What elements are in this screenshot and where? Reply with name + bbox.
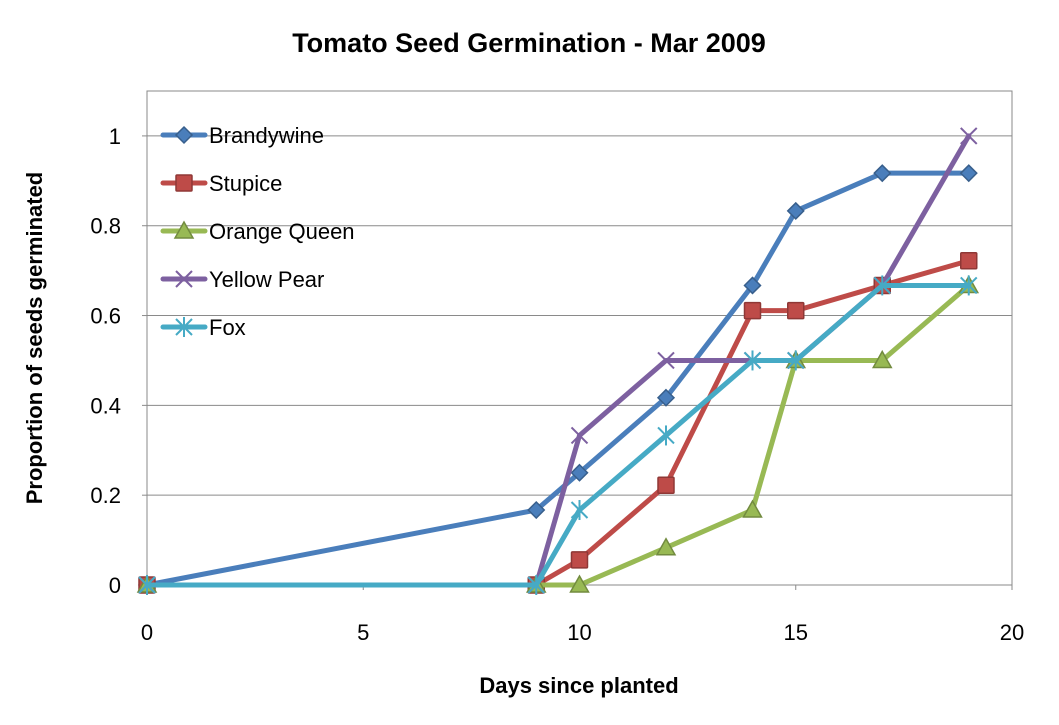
x-axis-label: Days since planted — [479, 673, 678, 698]
series-stupice — [138, 252, 978, 594]
y-tick-label: 0 — [109, 573, 121, 598]
series-brandywine — [137, 164, 978, 595]
data-point-fox — [527, 575, 545, 595]
data-point-yellow-pear — [657, 351, 675, 370]
data-point-orange-queen — [569, 574, 590, 593]
legend-label-brandywine: Brandywine — [209, 123, 324, 148]
data-point-fox — [570, 500, 589, 521]
diamond-marker — [656, 388, 676, 407]
data-point-orange-queen — [871, 349, 893, 369]
diamond-marker — [570, 463, 589, 482]
data-point-stupice — [570, 551, 589, 569]
legend-item-stupice: Stupice — [160, 171, 282, 196]
grid — [147, 135, 1012, 496]
legend-marker-stupice — [175, 174, 193, 192]
data-point-brandywine — [527, 500, 546, 520]
x-axis: 0 5 10 15 20 — [141, 585, 1024, 645]
y-tick-label: 0.6 — [90, 304, 121, 329]
x-tick-label: 0 — [141, 620, 153, 645]
square-marker — [960, 252, 978, 270]
diamond-marker — [527, 500, 546, 520]
data-point-brandywine — [786, 201, 805, 220]
legend: Brandywine Stupice Orange Queen Yellow Pear… — [160, 123, 355, 340]
diamond-marker — [873, 164, 892, 183]
y-axis: 0 0.2 0.4 0.6 0.8 1 — [90, 124, 147, 598]
legend-label-yellow-pear: Yellow Pear — [209, 267, 324, 292]
legend-label-fox: Fox — [209, 315, 246, 340]
x-tick-label: 20 — [1000, 620, 1024, 645]
y-tick-label: 1 — [109, 124, 121, 149]
square-marker — [657, 476, 675, 495]
triangle-marker — [871, 349, 893, 369]
data-point-yellow-pear — [960, 127, 978, 145]
triangle-marker — [742, 499, 763, 518]
y-tick-label: 0.4 — [90, 393, 121, 418]
data-point-orange-queen — [655, 537, 677, 556]
legend-item-yellow-pear: Yellow Pear — [160, 267, 324, 292]
chart-title: Tomato Seed Germination - Mar 2009 — [292, 28, 766, 58]
series-fox — [138, 275, 978, 595]
x-tick-label: 15 — [784, 620, 808, 645]
data-point-stupice — [787, 301, 805, 320]
x-marker-stroke — [657, 351, 675, 370]
data-point-stupice — [960, 252, 978, 270]
legend-item-brandywine: Brandywine — [160, 123, 324, 148]
data-point-brandywine — [743, 276, 762, 295]
series-line-stupice — [144, 258, 972, 588]
legend-item-fox: Fox — [160, 315, 246, 340]
legend-marker-orange-queen — [173, 220, 195, 239]
legend-marker-brandywine — [174, 125, 194, 145]
series-group — [136, 127, 980, 595]
x-marker-stroke — [960, 127, 978, 145]
series-line-fox — [144, 282, 972, 588]
square-marker — [570, 551, 589, 569]
data-point-fox — [960, 275, 978, 296]
diamond-marker — [786, 201, 805, 220]
square-marker — [175, 174, 193, 192]
legend-marker-fox — [175, 317, 193, 337]
x-marker-stroke — [175, 270, 193, 288]
square-marker — [743, 301, 762, 320]
data-point-fox — [657, 425, 675, 446]
y-tick-label: 0.2 — [90, 483, 121, 508]
data-point-fox — [787, 350, 805, 371]
series-line-orange-queen — [144, 282, 972, 588]
x-marker-stroke — [570, 426, 589, 445]
data-point-stupice — [743, 301, 762, 320]
diamond-marker — [959, 164, 978, 183]
x-tick-label: 10 — [567, 620, 591, 645]
data-point-brandywine — [873, 164, 892, 183]
triangle-marker — [173, 220, 195, 239]
y-axis-label: Proportion of seeds germinated — [22, 172, 47, 505]
data-point-fox — [743, 350, 762, 371]
diamond-marker — [743, 276, 762, 295]
legend-marker-yellow-pear — [175, 270, 193, 288]
legend-label-orange-queen: Orange Queen — [209, 219, 355, 244]
data-point-orange-queen — [742, 499, 763, 518]
legend-item-orange-queen: Orange Queen — [160, 219, 355, 244]
data-point-fox — [873, 275, 891, 296]
data-point-stupice — [657, 476, 675, 495]
data-point-brandywine — [570, 463, 589, 482]
square-marker — [787, 301, 805, 320]
data-point-brandywine — [959, 164, 978, 183]
data-point-yellow-pear — [570, 426, 589, 445]
series-line-brandywine — [144, 170, 972, 588]
triangle-marker — [655, 537, 677, 556]
data-point-brandywine — [656, 388, 676, 407]
legend-label-stupice: Stupice — [209, 171, 282, 196]
x-tick-label: 5 — [357, 620, 369, 645]
data-point-fox — [138, 575, 156, 595]
diamond-marker — [174, 125, 194, 145]
y-tick-label: 0.8 — [90, 214, 121, 239]
triangle-marker — [569, 574, 590, 593]
